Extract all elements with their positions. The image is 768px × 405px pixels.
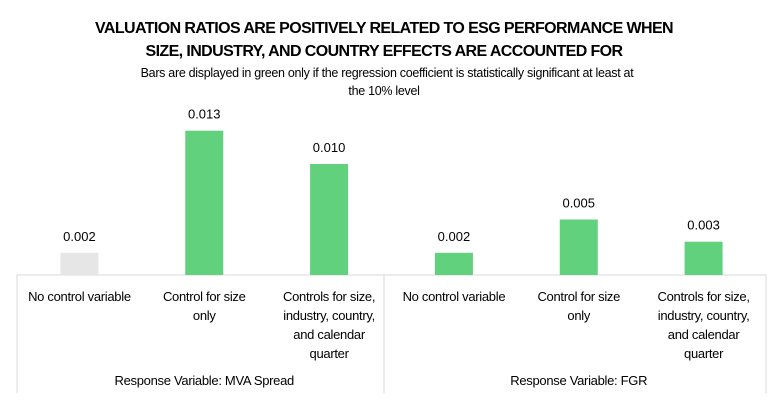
data-label: 0.002: [63, 229, 96, 244]
x-tick-label: Controls for size,: [283, 289, 375, 304]
x-tick-label: only: [193, 308, 216, 323]
data-label: 0.003: [687, 218, 720, 233]
x-tick-label: Controls for size,: [658, 289, 750, 304]
chart-subtitle-line-2: the 10% level: [348, 84, 419, 98]
chart-subtitle-line-1: Bars are displayed in green only if the …: [141, 66, 635, 80]
data-label: 0.002: [438, 229, 471, 244]
x-tick-label: No control variable: [403, 289, 506, 304]
group-label: Response Variable: MVA Spread: [115, 373, 294, 388]
bar: [559, 219, 598, 275]
data-label: 0.010: [313, 140, 346, 155]
bar: [434, 252, 473, 275]
x-tick-label: quarter: [684, 346, 724, 361]
x-tick-label: industry, country,: [658, 308, 750, 323]
bar: [310, 164, 349, 275]
x-tick-label: No control variable: [28, 289, 131, 304]
bar: [185, 130, 224, 275]
x-tick-label: Control for size: [163, 289, 246, 304]
x-tick-label: and calendar: [293, 327, 366, 342]
bar: [60, 252, 99, 275]
x-tick-label: industry, country,: [283, 308, 375, 323]
chart-title-line-1: VALUATION RATIOS ARE POSITIVELY RELATED …: [95, 20, 673, 37]
x-tick-label: quarter: [310, 346, 350, 361]
chart-title-line-2: SIZE, INDUSTRY, AND COUNTRY EFFECTS ARE …: [146, 43, 624, 60]
x-tick-label: and calendar: [668, 327, 741, 342]
x-tick-label: only: [567, 308, 590, 323]
data-label: 0.005: [562, 196, 595, 211]
data-label: 0.013: [188, 107, 221, 122]
x-tick-label: Control for size: [537, 289, 620, 304]
group-label: Response Variable: FGR: [510, 373, 647, 388]
bar: [684, 241, 723, 275]
